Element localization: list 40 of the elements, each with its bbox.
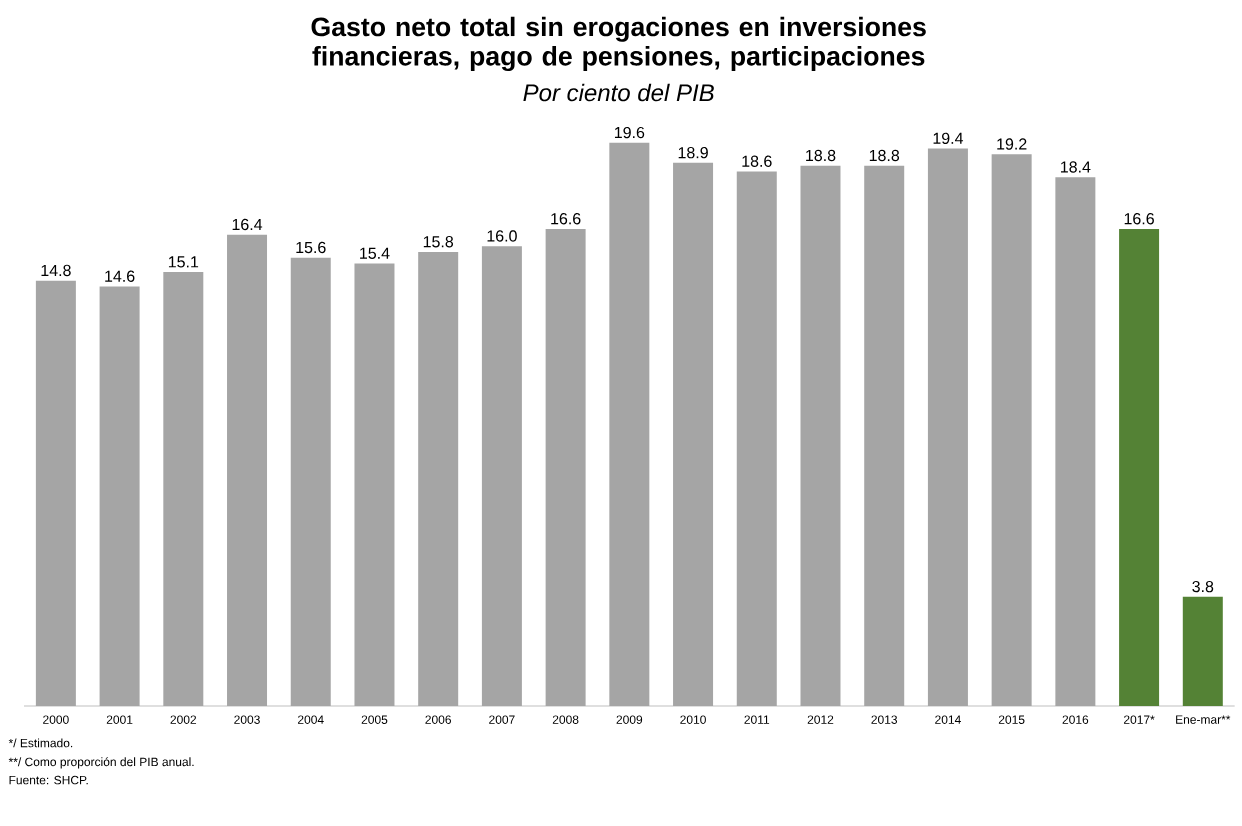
data-label: 15.1: [168, 256, 199, 268]
bar: [1182, 596, 1223, 706]
data-label: 18.8: [869, 149, 900, 162]
bar: [290, 257, 331, 706]
data-label: 16.6: [551, 213, 581, 225]
bar: [673, 162, 714, 706]
data-label: 15.8: [423, 236, 454, 248]
bar: [609, 142, 650, 706]
bar: [481, 246, 522, 706]
bar: [227, 234, 268, 706]
bar: [1055, 177, 1096, 706]
data-label: 18.4: [1061, 161, 1091, 173]
bar: [99, 286, 140, 706]
data-label: 18.8: [806, 149, 836, 162]
bar: [736, 171, 777, 706]
chart-title: Gasto neto total sin erogaciones en inversiones financieras, pago de pensiones, participaciones: [311, 16, 926, 72]
bar: [991, 154, 1032, 706]
data-label: 3.8: [1192, 580, 1214, 593]
data-label: 15.4: [360, 247, 390, 259]
data-label: 15.6: [296, 241, 326, 254]
data-label: 16.4: [232, 218, 263, 231]
bar: [163, 272, 204, 706]
data-label: 19.2: [997, 138, 1027, 150]
bar: [1119, 228, 1160, 706]
data-label: 16.0: [487, 230, 517, 242]
data-label: 18.6: [742, 155, 772, 167]
bar: [927, 148, 968, 706]
data-label: 14.6: [105, 270, 135, 282]
chart-subtitle: Por ciento del PIB: [523, 83, 714, 102]
bar: [545, 228, 586, 706]
data-label: 19.4: [933, 132, 964, 144]
data-label: 18.9: [678, 146, 708, 159]
data-label: 14.8: [41, 264, 71, 277]
bar: [35, 280, 76, 706]
bar: [418, 251, 459, 706]
data-label: 16.6: [1124, 213, 1154, 225]
bar: [354, 263, 395, 706]
bar: [800, 165, 841, 706]
data-label: 19.6: [614, 126, 645, 139]
bar: [864, 165, 905, 706]
